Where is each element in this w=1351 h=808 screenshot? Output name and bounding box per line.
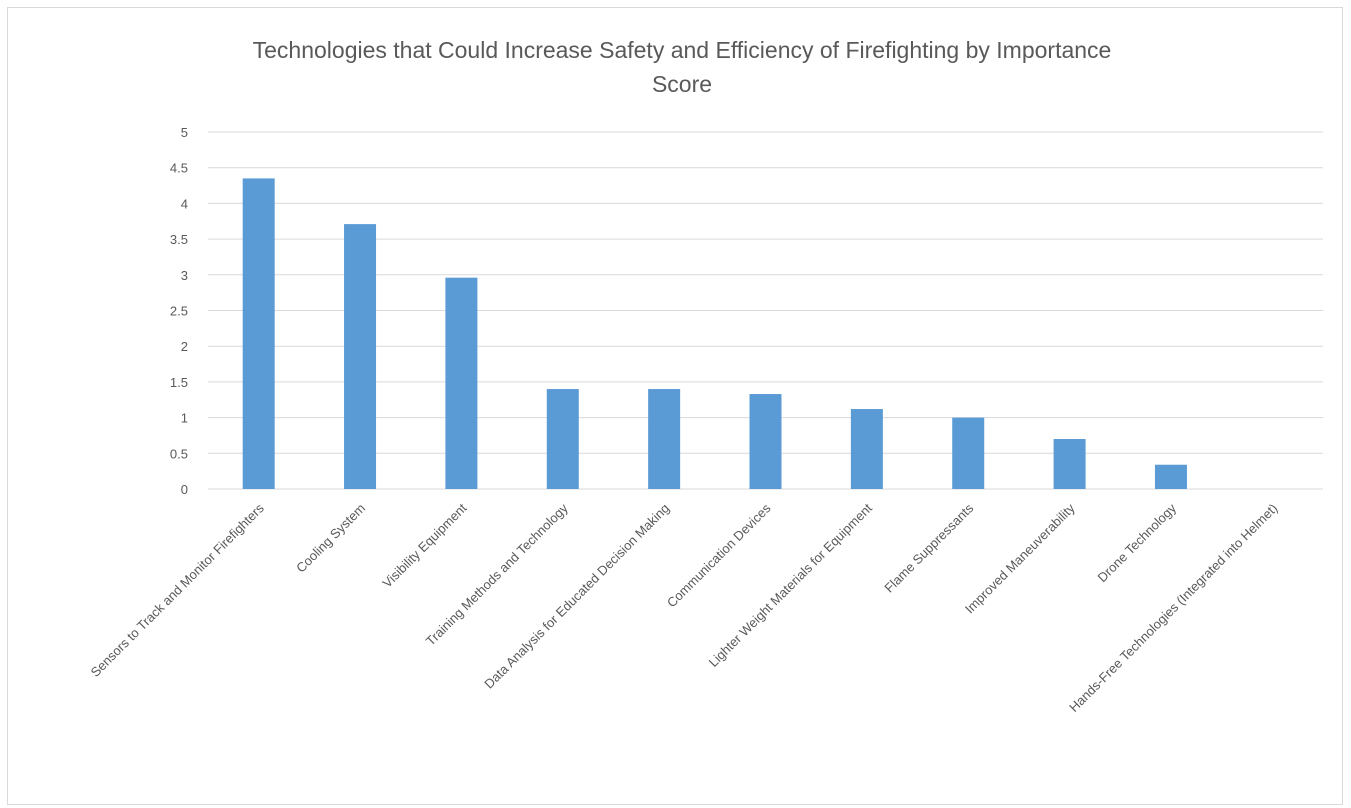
x-category-label: Sensors to Track and Monitor Firefighter… [88, 500, 268, 680]
y-tick-label: 1.5 [170, 375, 188, 390]
y-tick-label: 1 [181, 411, 188, 426]
y-tick-label: 0 [181, 482, 188, 497]
y-axis-ticks: 0 0.5 1 1.5 2 2.5 3 3.5 4 4.5 5 [170, 125, 188, 497]
chart-title-line-1: Technologies that Could Increase Safety … [253, 37, 1112, 63]
bar [850, 409, 883, 489]
bar [1053, 439, 1086, 489]
x-category-label: Visibility Equipment [379, 500, 469, 590]
y-tick-label: 2 [181, 339, 188, 354]
y-tick-label: 5 [181, 125, 188, 140]
x-category-label: Data Analysis for Educated Decision Maki… [481, 501, 672, 692]
y-tick-label: 4.5 [170, 161, 188, 176]
chart-title: Technologies that Could Increase Safety … [253, 37, 1112, 97]
bar [445, 277, 478, 489]
x-category-label: Lighter Weight Materials for Equipment [706, 500, 876, 670]
x-axis-categories: Sensors to Track and Monitor Firefighter… [88, 500, 1281, 715]
chart-frame: Technologies that Could Increase Safety … [7, 7, 1343, 805]
bar [952, 417, 985, 489]
y-tick-label: 4 [181, 196, 188, 211]
bar [749, 394, 782, 489]
gridlines [208, 131, 1323, 490]
bar [648, 389, 681, 489]
bar [1154, 464, 1187, 489]
x-category-label: Drone Technology [1095, 500, 1180, 585]
bars [242, 178, 1187, 489]
bar [546, 389, 579, 489]
x-category-label: Flame Suppressants [881, 500, 976, 595]
y-tick-label: 2.5 [170, 304, 188, 319]
x-category-label: Hands-Free Technologies (Integrated into… [1066, 501, 1280, 715]
bar-chart: Technologies that Could Increase Safety … [88, 37, 1323, 715]
x-category-label: Cooling System [293, 501, 368, 576]
y-tick-label: 3.5 [170, 232, 188, 247]
y-tick-label: 0.5 [170, 446, 188, 461]
y-tick-label: 3 [181, 268, 188, 283]
chart-title-line-2: Score [652, 71, 712, 97]
bar [242, 178, 275, 489]
x-category-label: Communication Devices [664, 500, 774, 610]
x-category-label: Improved Maneuverability [962, 500, 1078, 616]
bar [344, 224, 377, 489]
